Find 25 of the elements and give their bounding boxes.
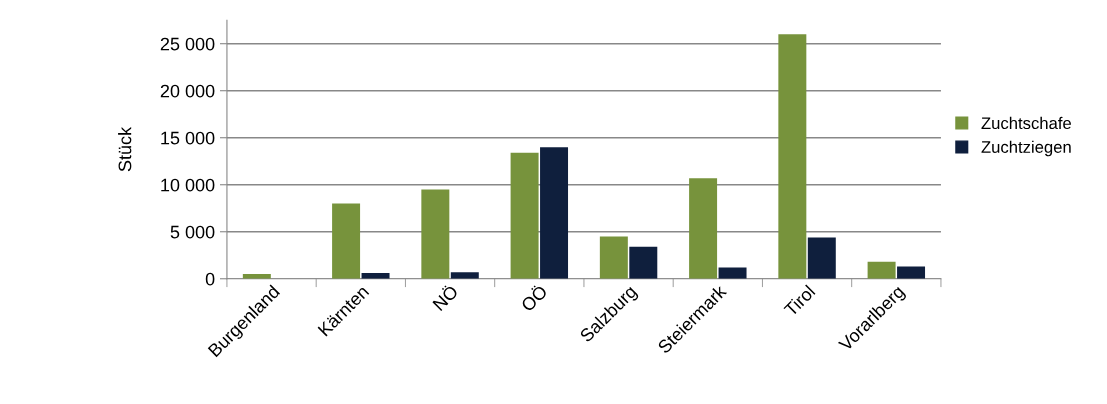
y-tick-label: 15 000: [161, 131, 215, 145]
y-axis-title: Stück: [118, 126, 132, 172]
bar: [897, 266, 926, 279]
bar: [599, 236, 628, 279]
x-tick-label: NÖ: [430, 282, 459, 312]
bar: [450, 272, 479, 279]
y-tick-label: 5 000: [170, 225, 215, 239]
bar: [421, 189, 450, 279]
bar: [332, 203, 361, 279]
bar: [867, 261, 896, 279]
y-tick-label: 0: [205, 272, 215, 286]
bar: [689, 178, 718, 279]
x-tick-label: Tirol: [783, 284, 816, 318]
bar: [778, 34, 807, 279]
bar: [807, 237, 836, 279]
x-tick-label: OÖ: [518, 282, 549, 313]
bar: [629, 246, 658, 279]
y-tick-label: 20 000: [160, 84, 215, 98]
bar: [540, 147, 569, 279]
bar: [510, 152, 539, 279]
y-tick-label: 25 000: [160, 37, 215, 51]
y-tick-label: 10 000: [161, 178, 215, 192]
bar: [718, 267, 747, 279]
legend-label: Zuchtziegen: [981, 140, 1071, 157]
legend-label: Zuchtschafe: [981, 116, 1071, 130]
